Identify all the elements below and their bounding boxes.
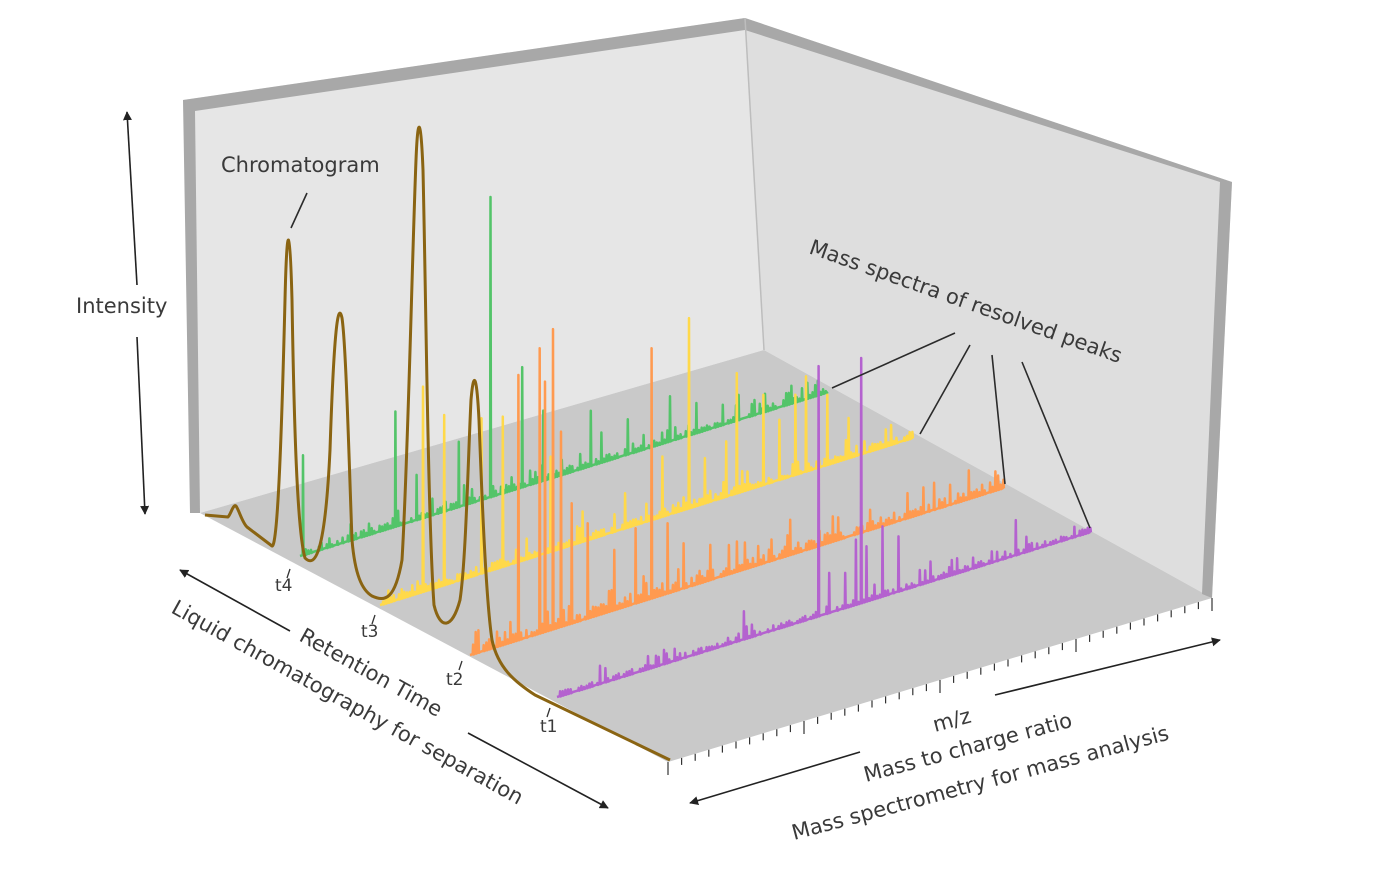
spectra-leader-t1 — [1021, 361, 1091, 529]
mz-axis-ticks — [667, 598, 1213, 775]
rt-tick-mark — [371, 614, 376, 625]
side-wall-edge — [1202, 182, 1232, 598]
rt-tick-mark — [286, 568, 291, 579]
chromatogram-label: Chromatogram — [221, 153, 380, 177]
spectra-leader-t3 — [919, 344, 971, 435]
retention-arrow-left — [179, 569, 291, 632]
side-wall — [745, 18, 1232, 598]
time-tick-t4: t4 — [275, 576, 292, 596]
retention-arrow-right — [467, 732, 609, 809]
spectra-leader-t4 — [831, 332, 956, 389]
side-wall-rim — [745, 18, 1232, 182]
mass-spectrum-t1 — [556, 356, 1093, 699]
floor-plane — [200, 350, 1212, 762]
mass-spectrum-t3 — [379, 316, 915, 607]
back-wall — [183, 18, 764, 513]
rt-axis-ticks — [286, 568, 551, 718]
time-tick-t1: t1 — [540, 717, 557, 737]
intensity-label: Intensity — [76, 294, 167, 318]
mass-spectrum-t4 — [299, 195, 829, 558]
chromatogram-trace — [204, 125, 671, 762]
time-tick-t3: t3 — [361, 622, 378, 642]
mass-spectrum-t2 — [469, 327, 1006, 657]
mz-label: m/z — [930, 704, 973, 737]
rt-tick-mark — [546, 707, 551, 718]
axis-arrows — [122, 111, 1221, 809]
rt-tick-mark — [458, 660, 463, 671]
chromatogram-leader — [290, 192, 308, 229]
annotation-leaders — [290, 192, 1091, 529]
axis-box — [183, 17, 1232, 762]
mz-arrow-left — [689, 751, 861, 805]
intensity-arrow-lower — [136, 336, 150, 515]
time-tick-t2: t2 — [446, 670, 463, 690]
spectra-leader-t2 — [991, 354, 1006, 485]
intensity-arrow-upper — [122, 111, 138, 286]
mz-arrow-right — [994, 637, 1221, 696]
wall-corner-edge — [744, 17, 765, 351]
